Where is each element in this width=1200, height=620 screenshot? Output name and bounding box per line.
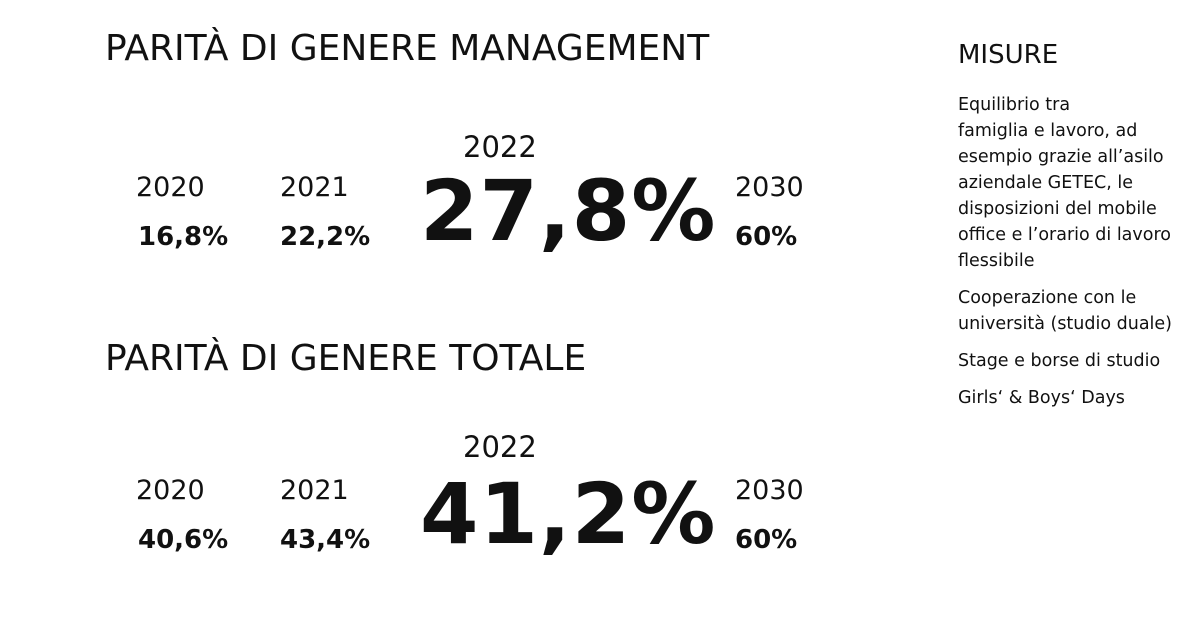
totale-year-2021: 2021 bbox=[280, 475, 349, 506]
management-year-2020: 2020 bbox=[136, 172, 205, 203]
management-year-2030: 2030 bbox=[735, 172, 804, 203]
measure-item: Girls‘ & Boys‘ Days bbox=[958, 388, 1125, 408]
totale-year-2022: 2022 bbox=[463, 430, 537, 464]
totale-value-2021: 43,4% bbox=[280, 525, 371, 555]
management-value-2022: 27,8% bbox=[420, 162, 717, 260]
management-value-2021: 22,2% bbox=[280, 222, 371, 252]
management-value-2020: 16,8% bbox=[138, 222, 229, 252]
totale-title: PARITÀ DI GENERE TOTALE bbox=[105, 338, 587, 379]
management-value-2030: 60% bbox=[735, 222, 798, 252]
measures-title: MISURE bbox=[958, 40, 1059, 70]
measure-item: Stage e borse di studio bbox=[958, 351, 1161, 371]
totale-year-2030: 2030 bbox=[735, 475, 804, 506]
totale-value-2030: 60% bbox=[735, 525, 798, 555]
measure-item: Equilibrio tra famiglia e lavoro, ad ese… bbox=[958, 95, 1171, 271]
management-title: PARITÀ DI GENERE MANAGEMENT bbox=[105, 28, 710, 69]
management-year-2021: 2021 bbox=[280, 172, 349, 203]
measures-panel: MISURE Equilibrio tra famiglia e lavoro,… bbox=[958, 40, 1193, 422]
management-year-2022: 2022 bbox=[463, 130, 537, 164]
totale-value-2020: 40,6% bbox=[138, 525, 229, 555]
measure-item: Cooperazione con le università (studio d… bbox=[958, 288, 1173, 334]
totale-year-2020: 2020 bbox=[136, 475, 205, 506]
totale-value-2022: 41,2% bbox=[420, 465, 717, 563]
